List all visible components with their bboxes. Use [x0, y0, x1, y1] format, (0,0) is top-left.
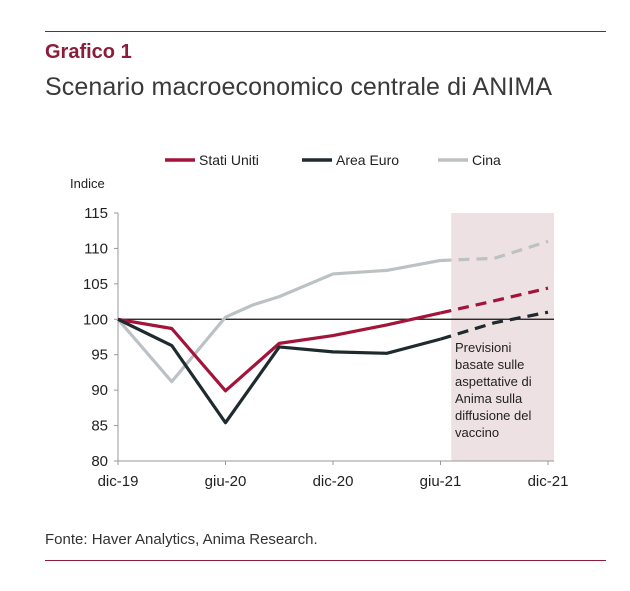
- y-tick-label: 85: [91, 418, 108, 435]
- legend-label-area-euro: Area Euro: [336, 152, 399, 168]
- y-axis-label: Indice: [70, 176, 105, 191]
- axes-group: 80 85 90 95 100 105 110 115 dic-19 giu-20 dic-20 gi…: [83, 205, 568, 490]
- series-forecast-stati-uniti: [440, 286, 549, 315]
- y-tick-label: 95: [91, 347, 108, 364]
- chart-number-title: Grafico 1: [45, 41, 132, 63]
- forecast-note-line: Anima sulla: [455, 391, 523, 406]
- legend-label-cina: Cina: [472, 152, 501, 168]
- y-tick-label: 90: [91, 382, 108, 399]
- y-tick-label: 105: [83, 276, 108, 293]
- series-forecast-area-euro: [440, 310, 549, 341]
- forecast-note: Previsioni basate sulle aspettative di Anim…: [455, 340, 532, 440]
- y-tick-label: 110: [84, 240, 108, 257]
- x-tick-label: dic-19: [98, 473, 139, 490]
- series-line-area-euro: [117, 317, 441, 425]
- forecast-note-line: aspettative di: [455, 374, 532, 389]
- forecast-note-line: vaccino: [455, 425, 499, 440]
- y-tick-label: 115: [84, 205, 108, 222]
- series-group: [116, 239, 549, 425]
- forecast-region-group: Previsioni basate sulle aspettative di Anim…: [451, 213, 554, 461]
- forecast-note-line: diffusione del: [455, 408, 531, 423]
- legend-label-stati-uniti: Stati Uniti: [199, 152, 259, 168]
- source-note: Fonte: Haver Analytics, Anima Research.: [45, 531, 318, 548]
- series-forecast-cina: [440, 239, 549, 263]
- y-tick-label: 100: [83, 311, 108, 328]
- x-tick-label: giu-21: [420, 473, 462, 490]
- bottom-rule: [45, 560, 606, 561]
- forecast-note-line: Previsioni: [455, 340, 511, 355]
- y-tick-label: 80: [91, 453, 108, 470]
- series-line-stati-uniti: [117, 311, 441, 393]
- series-line-cina: [116, 258, 441, 384]
- forecast-shaded-region: [451, 213, 554, 461]
- x-tick-label: dic-21: [528, 473, 569, 490]
- legend: Stati Uniti Area Euro Cina: [165, 152, 501, 168]
- chart-subtitle: Scenario macroeconomico centrale di ANIM…: [45, 73, 553, 101]
- forecast-note-line: basate sulle: [455, 357, 524, 372]
- top-rule: [45, 31, 606, 32]
- x-tick-label: dic-20: [313, 473, 354, 490]
- x-tick-label: giu-20: [205, 473, 247, 490]
